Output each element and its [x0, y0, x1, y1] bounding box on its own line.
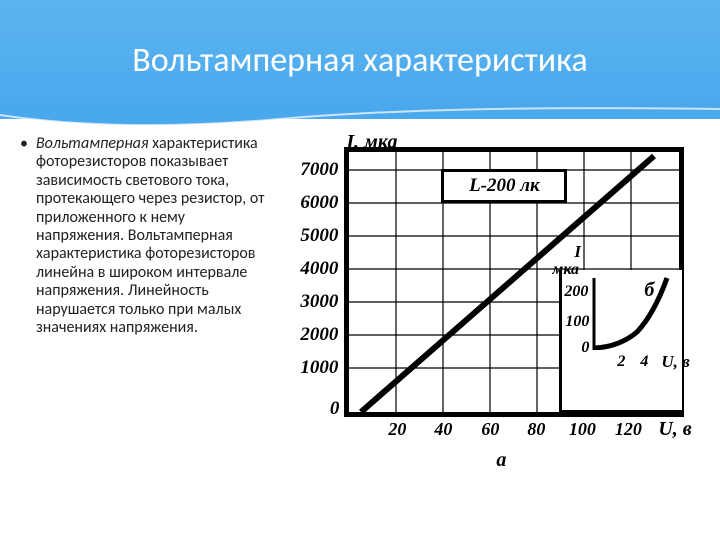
- inset-x-axis-label: U, в: [661, 352, 689, 372]
- inset-x-tick: 2: [614, 353, 628, 371]
- x-tick: 20: [384, 419, 410, 440]
- x-axis-label: U, в: [658, 418, 691, 441]
- y-tick: 6000: [291, 192, 338, 214]
- y-tick: 4000: [291, 258, 338, 280]
- bullet-rest: характеристика фоторезисторов показывает…: [36, 134, 264, 337]
- bullet-italic-prefix: Вольтамперная: [36, 134, 148, 153]
- y-tick: 1000: [291, 357, 338, 379]
- bullet-marker: •: [20, 135, 28, 153]
- slide: Вольтамперная характеристика • Вольтампе…: [0, 0, 720, 540]
- y-tick: 3000: [291, 291, 338, 313]
- inset-x-tick: 4: [637, 353, 651, 371]
- y-tick: 5000: [291, 225, 338, 247]
- x-tick: 40: [430, 419, 456, 440]
- inset-plot: [559, 270, 679, 350]
- x-tick: 80: [522, 419, 550, 440]
- bullet-text: Вольтамперная характеристика фоторезисто…: [36, 135, 271, 337]
- slide-title: Вольтамперная характеристика: [132, 40, 587, 81]
- x-tick: 120: [612, 419, 644, 440]
- main-chart: I, мка 7000 6000 5000 4000 3000 2000 100…: [286, 135, 706, 495]
- annotation-label: L-200 лк: [441, 169, 567, 203]
- panel-label-a: а: [496, 449, 506, 472]
- chart-column: I, мка 7000 6000 5000 4000 3000 2000 100…: [281, 135, 720, 535]
- y-tick: 7000: [291, 159, 338, 181]
- title-area: Вольтамперная характеристика: [0, 0, 720, 120]
- y-tick: 2000: [291, 324, 338, 346]
- text-column: • Вольтамперная характеристика фоторезис…: [0, 135, 281, 535]
- inset-y-label-1: I: [574, 242, 581, 262]
- x-tick: 100: [566, 419, 598, 440]
- y-tick: 0: [319, 398, 339, 420]
- x-tick: 60: [477, 419, 503, 440]
- bullet-item: • Вольтамперная характеристика фоторезис…: [20, 135, 271, 337]
- panel-label-b: б: [644, 279, 654, 302]
- content-area: • Вольтамперная характеристика фоторезис…: [0, 135, 720, 535]
